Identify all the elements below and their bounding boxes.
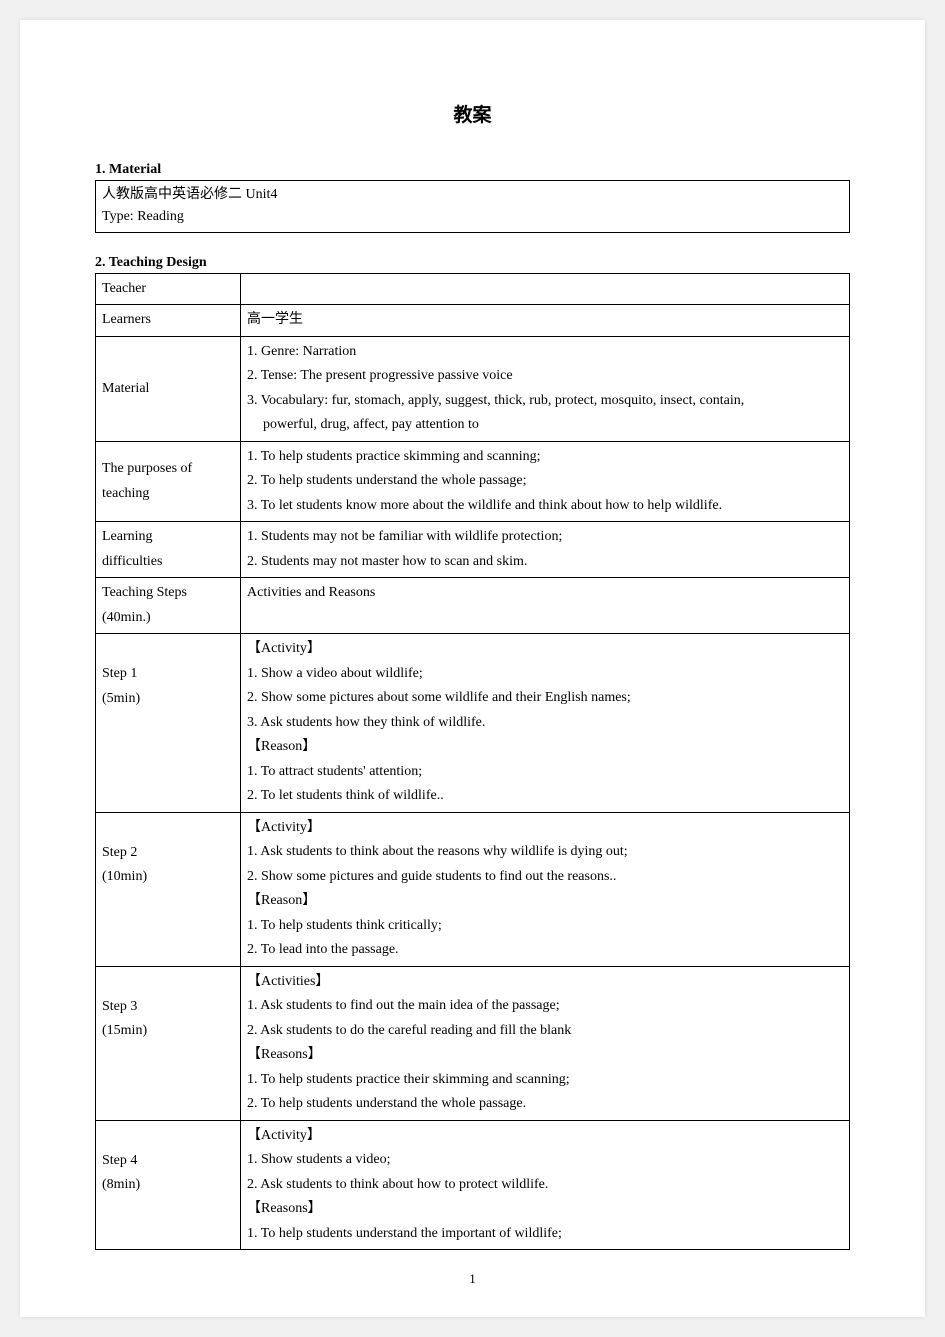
table-row: Teacher: [96, 273, 850, 305]
table-row: Material 1. Genre: Narration 2. Tense: T…: [96, 336, 850, 441]
table-row: Learners 高一学生: [96, 305, 850, 337]
table-row: Step 4 (8min) 【Activity】 1. Show student…: [96, 1120, 850, 1250]
row-value-step1: 【Activity】 1. Show a video about wildlif…: [241, 634, 850, 813]
row-label-material: Material: [96, 336, 241, 441]
row-value-purposes: 1. To help students practice skimming an…: [241, 441, 850, 522]
row-label-step3: Step 3 (15min): [96, 966, 241, 1120]
row-value-step4: 【Activity】 1. Show students a video; 2. …: [241, 1120, 850, 1250]
row-label-step1: Step 1 (5min): [96, 634, 241, 813]
table-row: The purposes of teaching 1. To help stud…: [96, 441, 850, 522]
table-row: Step 1 (5min) 【Activity】 1. Show a video…: [96, 634, 850, 813]
section-1-header: 1. Material: [95, 162, 850, 178]
row-value-step3: 【Activities】 1. Ask students to find out…: [241, 966, 850, 1120]
row-label-step2: Step 2 (10min): [96, 812, 241, 966]
table-row: Teaching Steps (40min.) Activities and R…: [96, 578, 850, 634]
row-label-teacher: Teacher: [96, 273, 241, 305]
row-value-learners: 高一学生: [241, 305, 850, 337]
material-line-1: 人教版高中英语必修二 Unit4: [102, 184, 843, 206]
material-table: 人教版高中英语必修二 Unit4 Type: Reading: [95, 180, 850, 233]
document-page: 教案 1. Material 人教版高中英语必修二 Unit4 Type: Re…: [20, 20, 925, 1317]
table-row: Step 2 (10min) 【Activity】 1. Ask student…: [96, 812, 850, 966]
material-line-2: Type: Reading: [102, 206, 843, 228]
teaching-design-table: Teacher Learners 高一学生 Material 1. Genre:…: [95, 273, 850, 1251]
table-row: Learning difficulties 1. Students may no…: [96, 522, 850, 578]
row-label-step4: Step 4 (8min): [96, 1120, 241, 1250]
row-label-purposes: The purposes of teaching: [96, 441, 241, 522]
row-value-teacher: [241, 273, 850, 305]
material-cell: 人教版高中英语必修二 Unit4 Type: Reading: [96, 181, 850, 233]
row-value-step2: 【Activity】 1. Ask students to think abou…: [241, 812, 850, 966]
page-number: 1: [20, 1271, 925, 1287]
row-value-difficulties: 1. Students may not be familiar with wil…: [241, 522, 850, 578]
document-title: 教案: [95, 100, 850, 127]
row-label-learners: Learners: [96, 305, 241, 337]
table-row: Step 3 (15min) 【Activities】 1. Ask stude…: [96, 966, 850, 1120]
row-label-steps: Teaching Steps (40min.): [96, 578, 241, 634]
section-2-header: 2. Teaching Design: [95, 255, 850, 271]
row-label-difficulties: Learning difficulties: [96, 522, 241, 578]
row-value-steps: Activities and Reasons: [241, 578, 850, 634]
row-value-material: 1. Genre: Narration 2. Tense: The presen…: [241, 336, 850, 441]
